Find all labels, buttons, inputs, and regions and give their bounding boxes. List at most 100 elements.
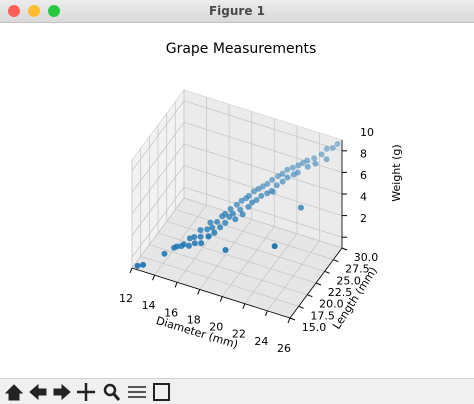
data-point bbox=[217, 224, 224, 231]
data-point bbox=[207, 219, 214, 226]
data-point bbox=[245, 203, 252, 210]
data-point bbox=[255, 185, 262, 192]
forward-button[interactable] bbox=[53, 383, 71, 401]
x-tick bbox=[219, 296, 223, 302]
data-point bbox=[209, 224, 216, 231]
grid-line bbox=[131, 186, 185, 258]
data-point bbox=[191, 240, 198, 247]
grid-line bbox=[131, 122, 185, 193]
data-point bbox=[205, 233, 212, 240]
grid-line bbox=[149, 244, 308, 296]
data-point bbox=[222, 219, 229, 226]
grid-line bbox=[183, 197, 343, 249]
minimize-button[interactable] bbox=[28, 5, 40, 17]
x-tick-label: 20 bbox=[209, 321, 223, 334]
grid-line bbox=[183, 165, 343, 216]
x-tick-label: 16 bbox=[164, 306, 178, 319]
data-point bbox=[197, 233, 204, 240]
x-tick-label: 26 bbox=[277, 342, 291, 355]
grid-line bbox=[157, 232, 317, 284]
x-tick bbox=[264, 310, 268, 317]
data-point bbox=[264, 190, 271, 197]
y-tick bbox=[298, 305, 304, 309]
x-tick bbox=[242, 303, 246, 309]
y-tick bbox=[315, 282, 322, 286]
data-point bbox=[318, 151, 325, 158]
data-point bbox=[232, 216, 239, 223]
configure-button[interactable] bbox=[128, 386, 146, 398]
x-tick bbox=[129, 267, 133, 274]
z-tick-label: 2 bbox=[360, 212, 367, 225]
grid-line bbox=[131, 165, 185, 236]
zoom-button[interactable] bbox=[48, 5, 60, 17]
x-tick bbox=[197, 289, 201, 295]
axis-line bbox=[289, 247, 343, 319]
data-point bbox=[211, 229, 218, 236]
home-button[interactable] bbox=[4, 384, 24, 401]
data-point bbox=[329, 145, 336, 152]
x-tick-label: 14 bbox=[142, 299, 156, 312]
data-point bbox=[239, 211, 246, 218]
data-point bbox=[198, 240, 205, 247]
data-point bbox=[237, 206, 244, 213]
x-tick bbox=[287, 317, 291, 324]
data-point bbox=[271, 243, 278, 250]
grid-line bbox=[131, 143, 185, 215]
data-point bbox=[323, 145, 330, 152]
data-point bbox=[251, 188, 258, 195]
y-tick bbox=[289, 317, 296, 321]
data-point bbox=[259, 183, 266, 190]
zoom-tool-button[interactable] bbox=[103, 383, 117, 397]
close-button[interactable] bbox=[8, 5, 20, 17]
x-tick-label: 18 bbox=[187, 313, 201, 326]
data-point bbox=[161, 250, 168, 257]
chart-title: Grape Measurements bbox=[166, 41, 317, 57]
z-axis-label: Weight (g) bbox=[390, 144, 403, 201]
pan-button[interactable] bbox=[77, 383, 95, 401]
chart: Grape Measurements 121416182022242615.01… bbox=[119, 41, 403, 355]
data-point bbox=[140, 261, 147, 268]
save-button[interactable] bbox=[153, 383, 170, 401]
data-point bbox=[222, 247, 229, 254]
data-point bbox=[186, 235, 193, 242]
data-point bbox=[304, 163, 311, 170]
grid-line bbox=[183, 100, 343, 152]
title-bar: Figure 1 bbox=[0, 0, 474, 23]
window-title: Figure 1 bbox=[208, 4, 266, 18]
data-point bbox=[304, 157, 311, 164]
data-point bbox=[214, 218, 221, 225]
data-point bbox=[185, 242, 192, 249]
y-tick-label: 30.0 bbox=[354, 251, 379, 264]
x-tick bbox=[152, 274, 156, 281]
z-tick-label: 8 bbox=[360, 147, 367, 160]
y-tick bbox=[333, 259, 339, 263]
grid-line bbox=[131, 100, 185, 172]
data-point bbox=[289, 164, 296, 171]
x-tick-label: 24 bbox=[254, 335, 268, 348]
x-tick-label: 12 bbox=[119, 292, 133, 305]
data-point bbox=[219, 213, 226, 220]
data-point bbox=[299, 159, 306, 166]
back-button[interactable] bbox=[29, 383, 47, 401]
data-point bbox=[173, 243, 180, 250]
data-point bbox=[134, 262, 141, 269]
y-tick bbox=[324, 270, 330, 274]
data-point bbox=[180, 241, 187, 248]
axis-line bbox=[131, 267, 291, 319]
z-tick-label: 10 bbox=[360, 126, 374, 139]
y-tick-label: 22.5 bbox=[328, 286, 353, 299]
data-point bbox=[284, 166, 291, 173]
data-point bbox=[268, 187, 275, 194]
grid-line bbox=[175, 209, 334, 261]
data-point bbox=[290, 171, 297, 178]
grid-line bbox=[183, 186, 343, 238]
data-point bbox=[226, 213, 233, 220]
data-point bbox=[311, 155, 318, 162]
data-point bbox=[323, 156, 330, 163]
x-tick-label: 22 bbox=[232, 328, 246, 341]
data-point bbox=[258, 192, 265, 199]
data-point bbox=[275, 173, 282, 180]
toolbar bbox=[0, 378, 474, 404]
data-point bbox=[243, 195, 250, 202]
